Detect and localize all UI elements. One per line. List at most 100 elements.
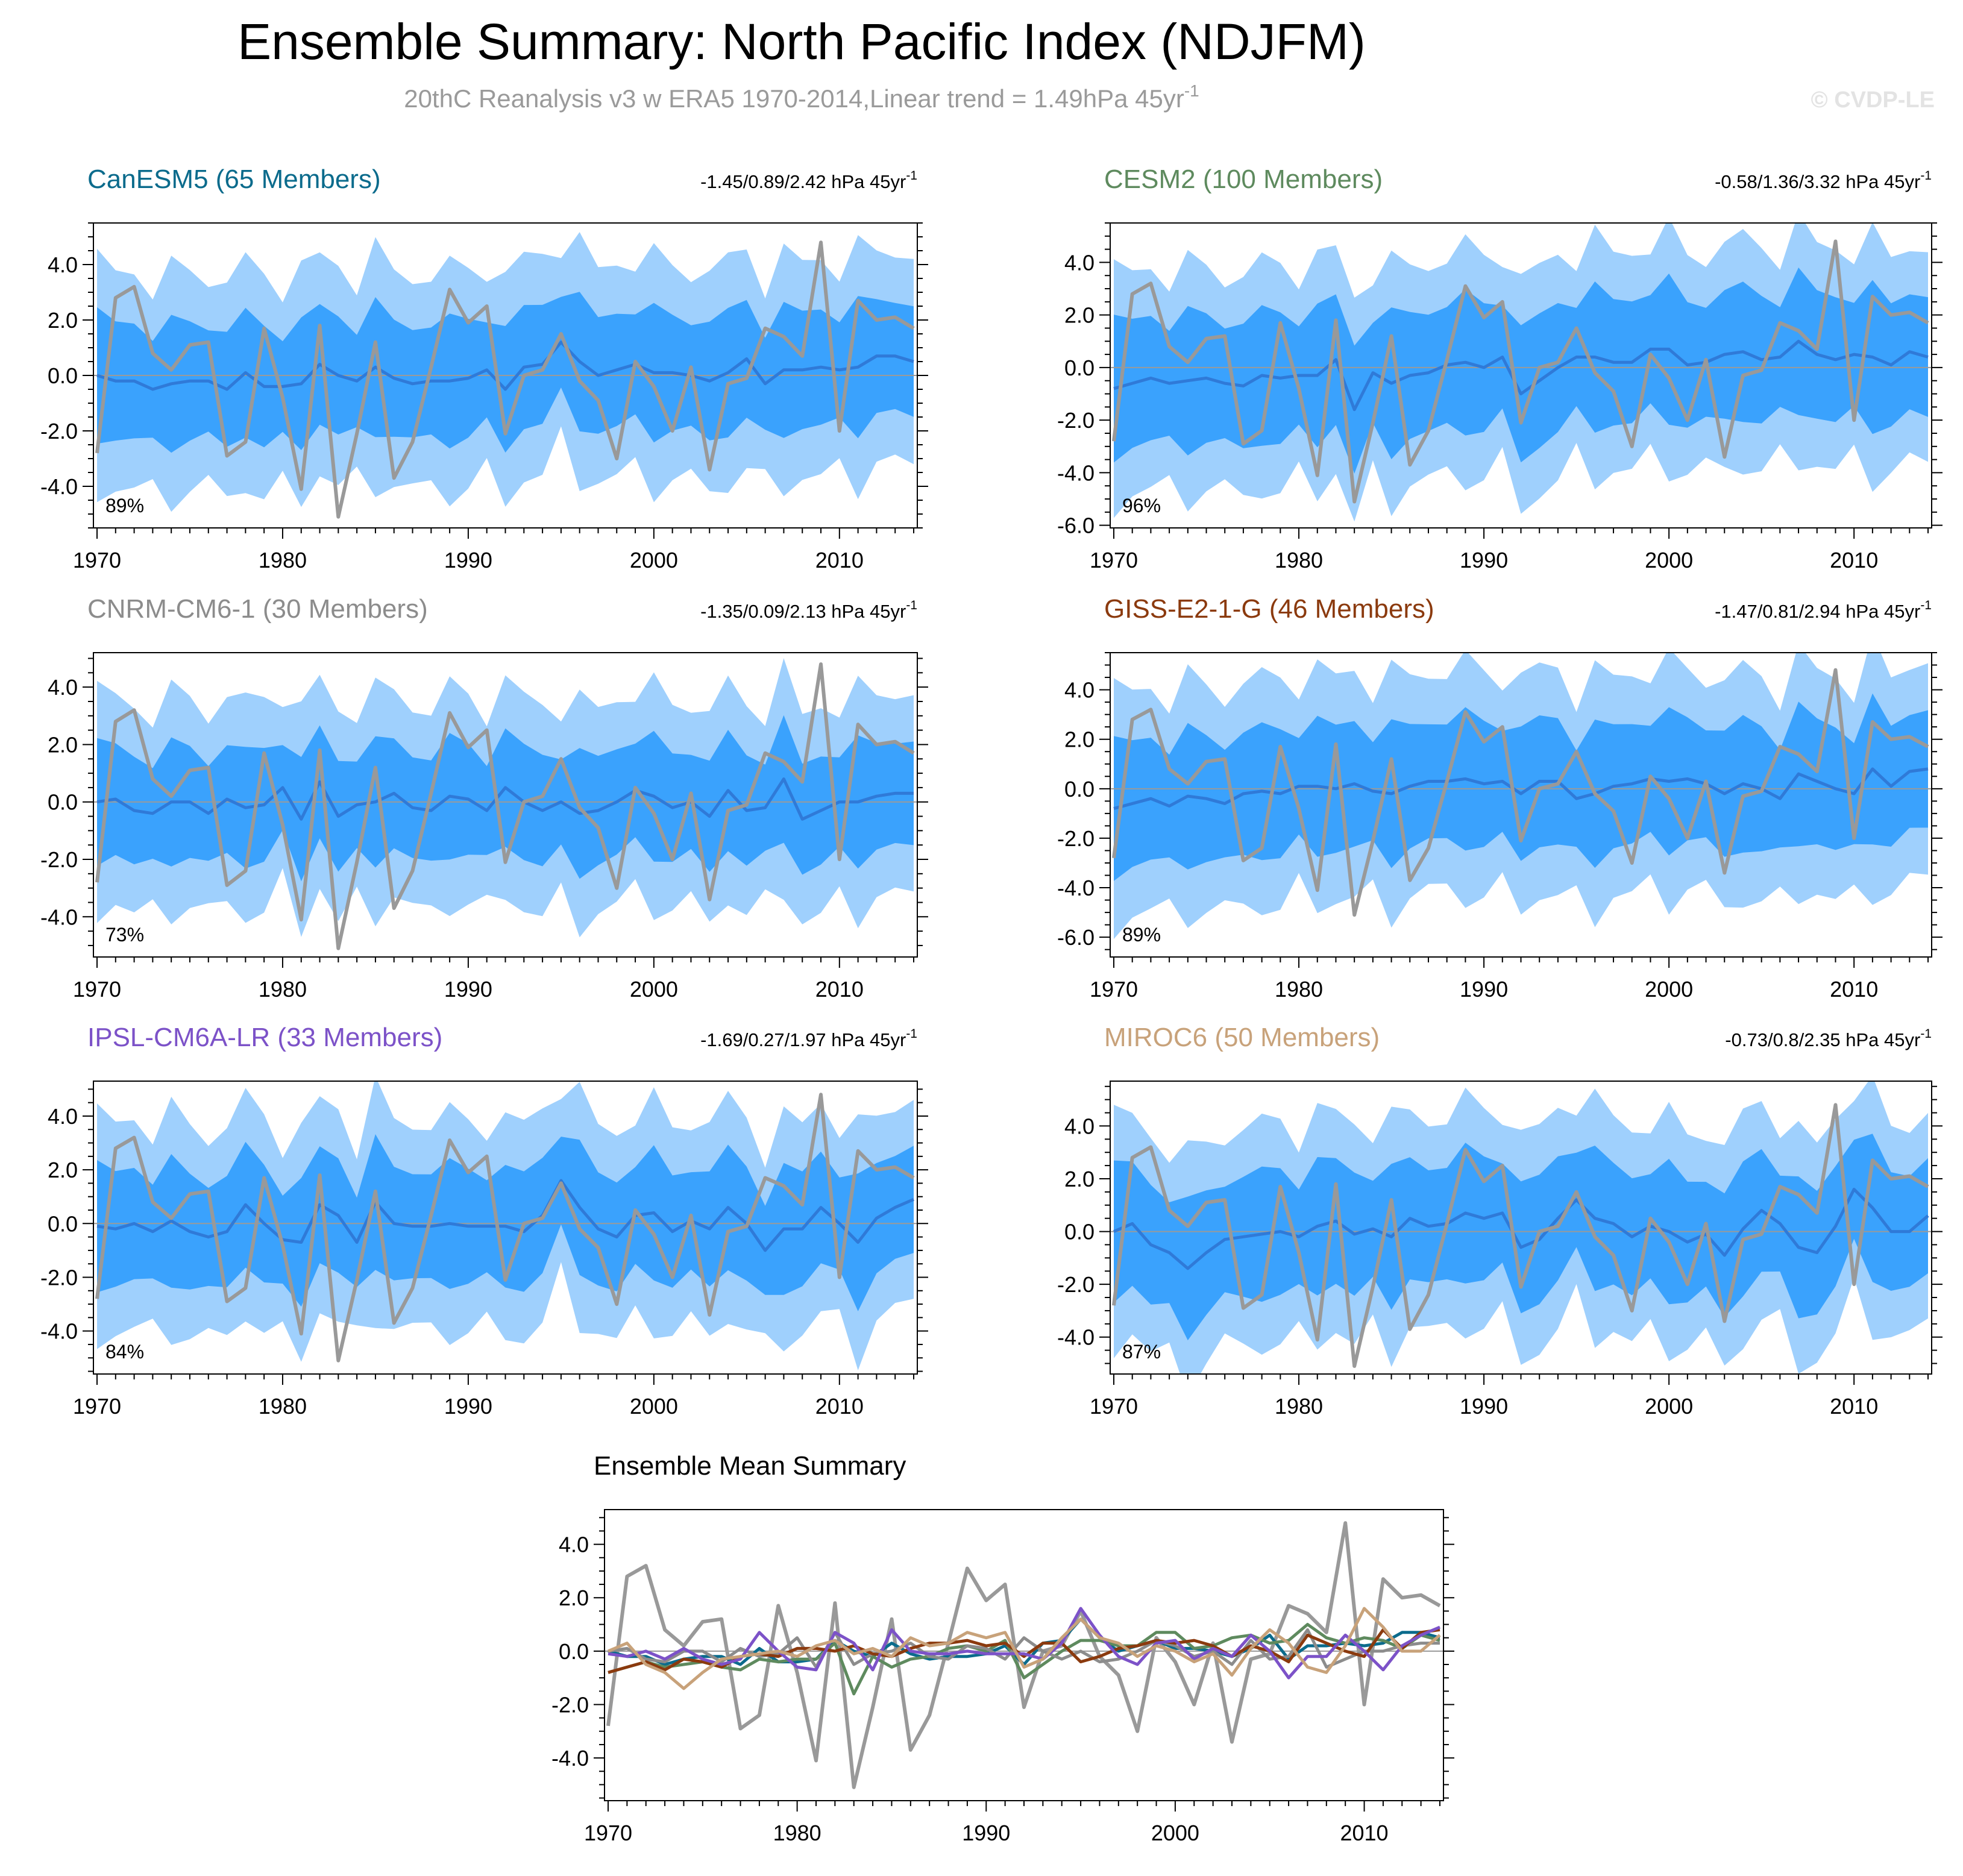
panel-stats-superscript: -1 — [906, 1027, 917, 1041]
y-tick-label: 2.0 — [1064, 303, 1095, 328]
y-tick-label: -2.0 — [1057, 1272, 1095, 1297]
y-tick-label: 2.0 — [1064, 727, 1095, 752]
x-tick-label: 1990 — [1460, 548, 1508, 573]
panel-stats: -1.69/0.27/1.97 hPa 45yr-1 — [700, 1027, 917, 1050]
y-tick-label: 2.0 — [48, 1158, 78, 1182]
ensemble-mean-line — [96, 340, 914, 391]
y-tick-label: -2.0 — [40, 419, 78, 444]
plot-area — [93, 1081, 917, 1370]
panel-percent-label: 89% — [1122, 924, 1161, 946]
x-tick-label: 1990 — [962, 1821, 1010, 1845]
x-tick-label: 2010 — [815, 548, 864, 573]
x-tick-label: 2000 — [630, 548, 678, 573]
y-tick-label: -6.0 — [1057, 925, 1095, 950]
y-tick-label: -2.0 — [40, 1265, 78, 1290]
panel-title: Ensemble Mean Summary — [594, 1451, 906, 1481]
ensemble-mean-line — [96, 1179, 914, 1252]
observed-line — [95, 1093, 915, 1363]
x-tick-label: 1990 — [1460, 977, 1508, 1002]
panels-container: 4.0 2.0 0.0 -2.0 -4.0 1970 1980 1990 2000 2010 Can… — [40, 165, 1943, 1845]
observed-line — [606, 1521, 1441, 1789]
x-tick-label: 1970 — [1090, 977, 1138, 1002]
band-inner — [1114, 693, 1928, 881]
plot-area — [1110, 223, 1932, 522]
panel-7: 4.0 2.0 0.0 -2.0 -4.0 1970 1980 1990 2000 2010 Ens… — [551, 1451, 1454, 1845]
plot-area — [93, 658, 917, 950]
panel-6: 4.0 2.0 0.0 -2.0 -4.0 1970 1980 1990 2000 2010 MIR… — [1057, 1023, 1943, 1419]
x-tick-label: 2000 — [630, 977, 678, 1002]
panel-percent-label: 96% — [1122, 495, 1161, 516]
x-tick-label: 1970 — [1090, 548, 1138, 573]
x-tick-label: 2000 — [1151, 1821, 1199, 1845]
x-tick-label: 1970 — [1090, 1394, 1138, 1419]
band-inner — [1114, 267, 1928, 474]
y-tick-label: 4.0 — [48, 675, 78, 700]
x-tick-label: 1980 — [1275, 977, 1323, 1002]
subtitle-superscript: -1 — [1184, 81, 1199, 100]
y-tick-label: -4.0 — [1057, 1325, 1095, 1350]
series-line-6 — [608, 1607, 1441, 1690]
x-axis: 1970 1980 1990 2000 2010 — [584, 1801, 1440, 1845]
panel-stats-value: -1.45/0.89/2.42 hPa 45yr — [700, 171, 906, 192]
x-tick-label: 2010 — [815, 977, 864, 1002]
panel-stats-superscript: -1 — [906, 169, 917, 183]
panel-4: 4.0 2.0 0.0 -2.0 -4.0 -6.0 1970 1980 1990 2000 201… — [1057, 594, 1943, 1002]
x-tick-label: 1980 — [773, 1821, 821, 1845]
x-tick-label: 1980 — [259, 977, 307, 1002]
panel-stats-superscript: -1 — [1920, 598, 1932, 612]
y-axis: 4.0 2.0 0.0 -2.0 -4.0 — [1057, 1085, 1943, 1364]
panel-stats: -0.58/1.36/3.32 hPa 45yr-1 — [1715, 169, 1932, 192]
y-tick-label: -4.0 — [40, 905, 78, 929]
y-axis: 4.0 2.0 0.0 -2.0 -4.0 -6.0 — [1057, 222, 1943, 538]
x-axis: 1970 1980 1990 2000 2010 — [73, 528, 914, 573]
panel-stats-value: -1.35/0.09/2.13 hPa 45yr — [700, 601, 906, 622]
observed-line — [1112, 668, 1929, 917]
panel-1: 4.0 2.0 0.0 -2.0 -4.0 1970 1980 1990 2000 2010 Can… — [40, 165, 928, 573]
x-axis: 1970 1980 1990 2000 2010 — [73, 1374, 914, 1419]
y-tick-label: 0.0 — [559, 1639, 589, 1664]
x-tick-label: 1970 — [73, 548, 121, 573]
x-axis: 1970 1980 1990 2000 2010 — [1090, 957, 1929, 1002]
x-tick-label: 1990 — [444, 1394, 492, 1419]
x-tick-label: 2010 — [1830, 977, 1878, 1002]
ensemble-mean-line — [1113, 1188, 1929, 1270]
page-subtitle: 20thC Reanalysis v3 w ERA5 1970-2014,Lin… — [404, 81, 1199, 113]
x-tick-label: 2010 — [1340, 1821, 1388, 1845]
x-tick-label: 1990 — [1460, 1394, 1508, 1419]
y-tick-label: -4.0 — [1057, 876, 1095, 900]
x-tick-label: 1970 — [584, 1821, 632, 1845]
x-axis: 1970 1980 1990 2000 2010 — [1090, 528, 1929, 573]
y-tick-label: 2.0 — [1064, 1167, 1095, 1191]
y-tick-label: 4.0 — [1064, 250, 1095, 275]
panel-title: CESM2 (100 Members) — [1104, 165, 1383, 194]
watermark: © CVDP-LE — [1811, 87, 1935, 113]
y-tick-label: 0.0 — [48, 790, 78, 815]
observed-line — [95, 662, 915, 950]
observed-line — [1112, 239, 1929, 504]
panel-stats-value: -0.73/0.8/2.35 hPa 45yr — [1725, 1029, 1920, 1050]
panel-stats: -0.73/0.8/2.35 hPa 45yr-1 — [1725, 1027, 1932, 1050]
y-tick-label: 4.0 — [48, 1104, 78, 1129]
x-tick-label: 2000 — [1645, 548, 1693, 573]
band-inner — [97, 715, 914, 882]
panel-stats-value: -0.58/1.36/3.32 hPa 45yr — [1715, 171, 1920, 192]
y-tick-label: 0.0 — [48, 1211, 78, 1236]
x-tick-label: 1980 — [259, 548, 307, 573]
y-tick-label: 0.0 — [1064, 356, 1095, 380]
panel-stats-value: -1.47/0.81/2.94 hPa 45yr — [1715, 601, 1920, 622]
y-axis: 4.0 2.0 0.0 -2.0 -4.0 — [551, 1517, 1454, 1799]
x-tick-label: 2010 — [1830, 548, 1878, 573]
plot-area — [1110, 1081, 1932, 1374]
panel-title: IPSL-CM6A-LR (33 Members) — [87, 1023, 442, 1052]
x-tick-label: 1990 — [444, 977, 492, 1002]
ensemble-mean-line — [1113, 767, 1929, 811]
panel-title: CanESM5 (65 Members) — [87, 165, 381, 194]
observed-line — [95, 240, 915, 519]
y-tick-label: 4.0 — [1064, 678, 1095, 703]
panel-stats-value: -1.69/0.27/1.97 hPa 45yr — [700, 1029, 906, 1050]
band-inner — [97, 1134, 914, 1311]
plot-area — [605, 1521, 1443, 1789]
x-tick-label: 2000 — [630, 1394, 678, 1419]
x-tick-label: 2000 — [1645, 977, 1693, 1002]
